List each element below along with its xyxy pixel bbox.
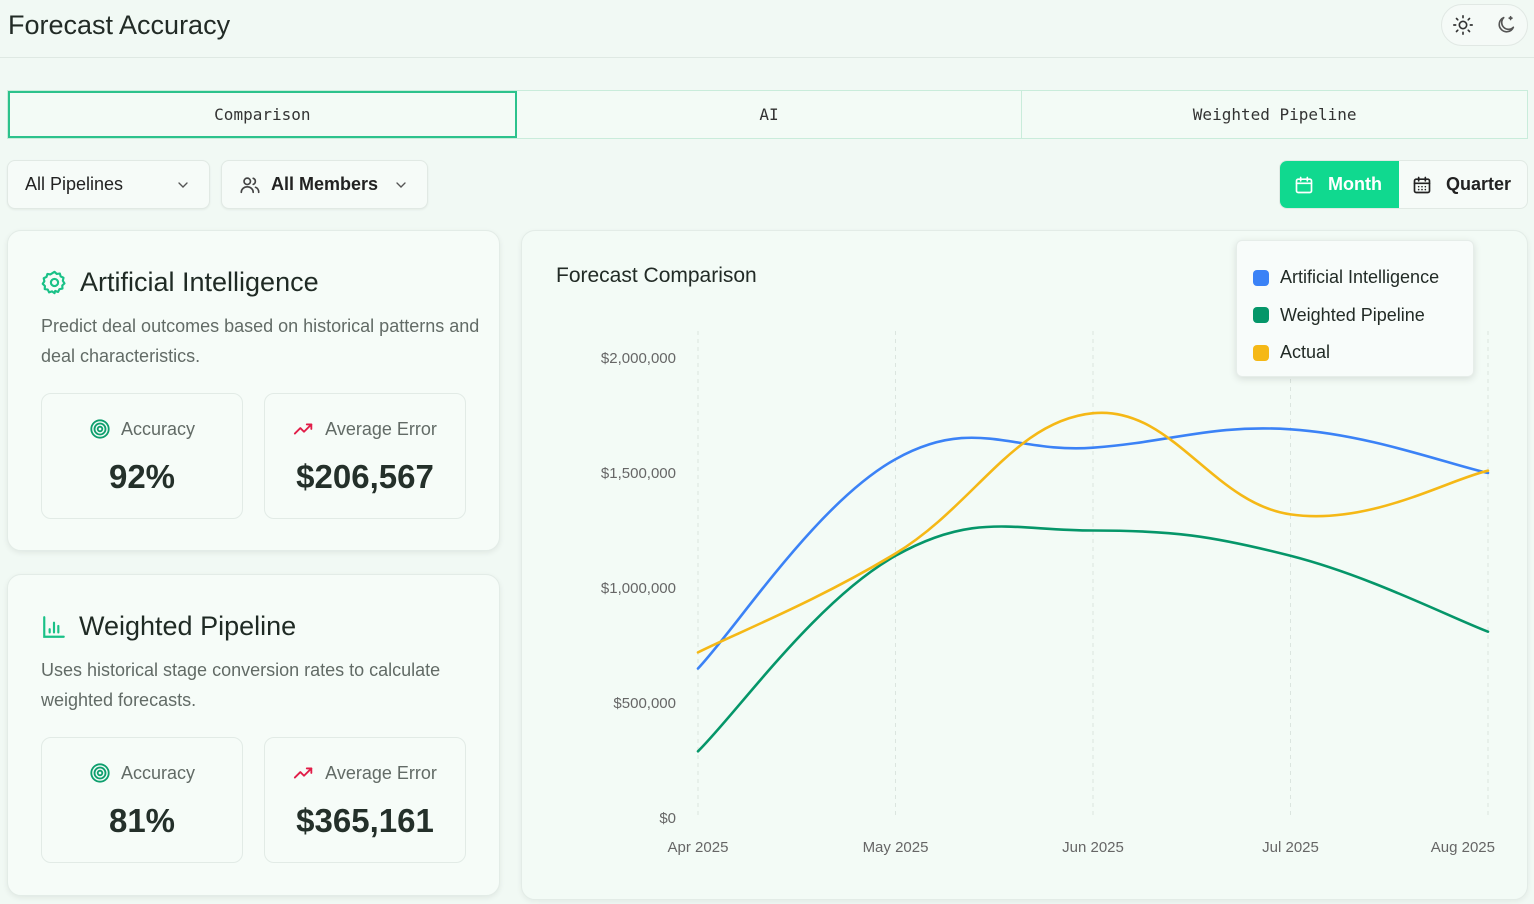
- ai-error-stat: Average Error $206,567: [264, 393, 466, 519]
- wp-card-header: Weighted Pipeline: [41, 611, 296, 642]
- target-icon: [90, 419, 110, 439]
- ai-card: Artificial Intelligence Predict deal out…: [7, 230, 500, 551]
- ai-error-label: Average Error: [325, 418, 437, 439]
- theme-toggle: [1441, 4, 1528, 46]
- legend-label: Artificial Intelligence: [1280, 267, 1440, 288]
- chart-legend: Artificial Intelligence Weighted Pipeline…: [1236, 240, 1474, 377]
- series-line-artificial-intelligence: [696, 427, 1490, 670]
- pipeline-filter-label: All Pipelines: [25, 174, 124, 194]
- calendar-grid-icon: [1413, 176, 1431, 193]
- x-tick-label: Jun 2025: [1062, 839, 1124, 856]
- pipeline-filter-dropdown[interactable]: All Pipelines: [7, 160, 210, 209]
- x-tick-label: Jul 2025: [1262, 839, 1319, 856]
- page-title: Forecast Accuracy: [8, 10, 231, 40]
- chart-title: Forecast Comparison: [556, 264, 757, 287]
- ai-accuracy-value: 92%: [108, 458, 176, 495]
- series-line-weighted-pipeline: [696, 525, 1490, 753]
- y-tick-label: $0: [659, 810, 676, 827]
- dark-theme-button[interactable]: [1488, 7, 1524, 43]
- bar-chart-icon: [43, 615, 65, 638]
- y-tick-label: $1,000,000: [601, 580, 676, 597]
- top-bar: Forecast Accuracy: [0, 0, 1534, 58]
- calendar-icon: [1295, 176, 1313, 193]
- x-tick-label: Apr 2025: [668, 839, 729, 856]
- ai-error-value: $206,567: [296, 458, 434, 495]
- quarter-button[interactable]: Quarter: [1399, 161, 1527, 208]
- ai-accuracy-stat: Accuracy 92%: [41, 393, 243, 519]
- members-filter-label: All Members: [271, 174, 379, 194]
- ai-card-title: Artificial Intelligence: [80, 267, 319, 297]
- users-icon: [240, 176, 260, 193]
- sun-icon: [1453, 15, 1474, 35]
- tab-comparison[interactable]: Comparison: [8, 91, 517, 138]
- wp-accuracy-label-row: Accuracy: [42, 762, 242, 784]
- target-icon: [90, 763, 110, 783]
- members-filter-dropdown[interactable]: All Members: [221, 160, 428, 209]
- legend-item[interactable]: Actual: [1253, 334, 1473, 372]
- ai-error-label-row: Average Error: [265, 418, 465, 440]
- legend-swatch: [1253, 307, 1269, 324]
- wp-accuracy-value: 81%: [108, 802, 176, 839]
- wp-accuracy-stat: Accuracy 81%: [41, 737, 243, 863]
- month-label: Month: [1328, 174, 1382, 194]
- light-theme-button[interactable]: [1445, 7, 1481, 43]
- wp-accuracy-label: Accuracy: [120, 762, 196, 783]
- y-tick-label: $500,000: [613, 695, 676, 712]
- x-tick-label: May 2025: [863, 839, 929, 856]
- ai-card-description: Predict deal outcomes based on historica…: [41, 316, 480, 366]
- wp-error-label: Average Error: [325, 762, 437, 783]
- wp-error-stat: Average Error $365,161: [264, 737, 466, 863]
- legend-swatch: [1253, 269, 1269, 286]
- trending-up-icon: [294, 767, 313, 779]
- legend-label: Actual: [1280, 342, 1331, 363]
- legend-label: Weighted Pipeline: [1280, 304, 1425, 325]
- wp-error-value: $365,161: [296, 802, 434, 839]
- wp-card-title: Weighted Pipeline: [79, 611, 297, 641]
- ai-card-header: Artificial Intelligence: [41, 267, 319, 298]
- forecast-comparison-chart: $0 $500,000 $1,000,000 $1,500,000 $2,000,000…: [601, 331, 1495, 856]
- moon-icon: [1498, 15, 1514, 33]
- chevron-down-icon: [396, 182, 406, 188]
- month-button[interactable]: Month: [1280, 161, 1399, 208]
- tab-ai[interactable]: AI: [517, 91, 1023, 138]
- chevron-down-icon: [178, 182, 188, 188]
- legend-swatch: [1253, 344, 1269, 361]
- wp-card-description: Uses historical stage conversion rates t…: [41, 660, 441, 710]
- forecast-comparison-chart-card: $0 $500,000 $1,000,000 $1,500,000 $2,000,000…: [521, 230, 1528, 900]
- x-tick-label: Aug 2025: [1431, 839, 1495, 856]
- legend-item[interactable]: Artificial Intelligence: [1253, 259, 1473, 297]
- period-toggle: Month Quarter: [1279, 160, 1528, 209]
- legend-item[interactable]: Weighted Pipeline: [1253, 297, 1473, 335]
- y-tick-label: $2,000,000: [601, 350, 676, 367]
- ai-accuracy-label: Accuracy: [120, 418, 196, 439]
- weighted-pipeline-card: Weighted Pipeline Uses historical stage …: [7, 574, 500, 896]
- y-tick-label: $1,500,000: [601, 465, 676, 482]
- ai-gear-icon: [41, 270, 66, 295]
- wp-error-label-row: Average Error: [265, 762, 465, 784]
- trending-up-icon: [294, 423, 313, 435]
- ai-accuracy-label-row: Accuracy: [42, 418, 242, 440]
- series-line-actual: [696, 411, 1490, 654]
- quarter-label: Quarter: [1446, 174, 1512, 194]
- view-tabs: Comparison AI Weighted Pipeline: [7, 90, 1528, 139]
- tab-weighted-pipeline[interactable]: Weighted Pipeline: [1192, 105, 1357, 124]
